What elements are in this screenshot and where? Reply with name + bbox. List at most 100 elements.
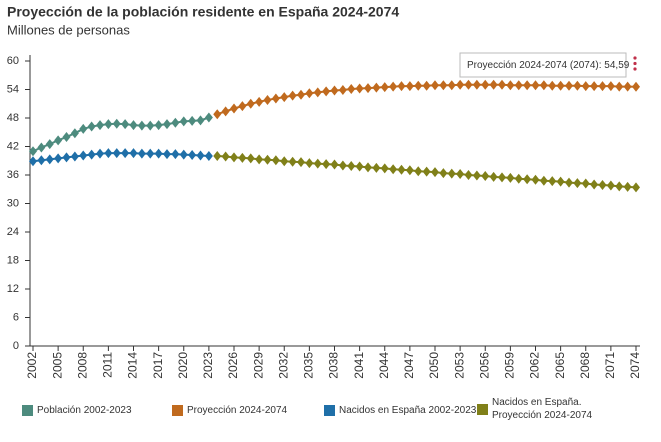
point-marker bbox=[96, 148, 104, 159]
point-marker bbox=[163, 119, 171, 130]
point-marker bbox=[439, 168, 448, 179]
point-marker bbox=[380, 82, 389, 93]
point-marker bbox=[414, 166, 423, 177]
point-marker bbox=[146, 120, 155, 131]
point-marker bbox=[213, 109, 222, 120]
legend-item[interactable]: Población 2002-2023 bbox=[22, 404, 132, 417]
point-marker bbox=[573, 80, 582, 91]
point-marker bbox=[489, 79, 498, 90]
series-line bbox=[32, 152, 209, 163]
point-marker bbox=[121, 148, 130, 159]
point-marker bbox=[531, 174, 540, 185]
point-marker bbox=[288, 90, 297, 101]
point-marker bbox=[330, 85, 339, 96]
point-marker bbox=[489, 171, 498, 182]
legend: Población 2002-2023 Proyección 2024-2074 N… bbox=[22, 396, 652, 438]
x-tick-label: 2035 bbox=[302, 352, 316, 379]
point-marker bbox=[498, 79, 506, 90]
point-marker bbox=[472, 170, 481, 181]
point-marker bbox=[548, 80, 557, 91]
menu-icon[interactable] bbox=[633, 56, 637, 71]
point-marker bbox=[70, 128, 79, 139]
point-marker bbox=[29, 146, 37, 157]
legend-item[interactable]: Proyección 2024-2074 bbox=[172, 404, 287, 417]
point-marker bbox=[45, 139, 54, 150]
legend-swatch bbox=[22, 405, 33, 416]
point-marker bbox=[238, 152, 247, 163]
point-marker bbox=[338, 160, 347, 171]
point-marker bbox=[506, 172, 515, 183]
legend-label: Población 2002-2023 bbox=[37, 405, 132, 416]
point-marker bbox=[37, 142, 46, 153]
point-marker bbox=[322, 159, 331, 170]
point-marker bbox=[439, 80, 448, 91]
point-marker bbox=[204, 151, 213, 161]
y-tick-label: 0 bbox=[13, 340, 19, 352]
y-tick-label: 36 bbox=[7, 169, 19, 181]
point-marker bbox=[615, 181, 624, 192]
point-marker bbox=[389, 81, 398, 92]
point-marker bbox=[62, 132, 71, 142]
point-marker bbox=[556, 80, 565, 91]
legend-item[interactable]: Nacidos en España 2002-2023 bbox=[324, 404, 476, 417]
point-marker bbox=[447, 168, 456, 179]
legend-item[interactable]: Nacidos en España. Proyección 2024-2074 bbox=[477, 396, 602, 422]
point-marker bbox=[79, 150, 88, 161]
point-marker bbox=[338, 84, 347, 95]
point-marker bbox=[112, 148, 121, 159]
point-marker bbox=[598, 179, 607, 190]
point-marker bbox=[632, 182, 640, 193]
point-marker bbox=[154, 120, 163, 131]
x-tick-label: 2017 bbox=[151, 352, 165, 379]
x-tick-label: 2008 bbox=[75, 352, 89, 379]
y-tick-label: 48 bbox=[7, 112, 19, 124]
point-marker bbox=[364, 162, 372, 173]
point-marker bbox=[129, 120, 138, 131]
point-marker bbox=[112, 118, 121, 129]
x-tick-label: 2038 bbox=[327, 352, 341, 379]
point-marker bbox=[137, 120, 146, 131]
point-marker bbox=[255, 96, 264, 107]
point-marker bbox=[581, 178, 590, 189]
point-marker bbox=[481, 170, 490, 181]
point-marker bbox=[54, 135, 63, 146]
point-marker bbox=[514, 80, 523, 91]
point-marker bbox=[29, 156, 37, 167]
point-marker bbox=[196, 115, 205, 126]
y-tick-label: 30 bbox=[7, 197, 19, 209]
point-marker bbox=[355, 161, 364, 172]
point-marker bbox=[422, 80, 431, 91]
point-marker bbox=[230, 152, 238, 163]
point-marker bbox=[431, 80, 439, 91]
point-marker bbox=[37, 155, 46, 166]
point-marker bbox=[590, 179, 599, 190]
x-tick-label: 2053 bbox=[452, 352, 466, 379]
legend-label: Nacidos en España 2002-2023 bbox=[339, 405, 477, 416]
point-marker bbox=[472, 79, 481, 90]
point-marker bbox=[347, 160, 356, 171]
point-marker bbox=[523, 174, 532, 185]
point-marker bbox=[456, 79, 465, 90]
point-marker bbox=[280, 92, 289, 103]
y-tick-label: 42 bbox=[7, 140, 19, 152]
x-tick-label: 2023 bbox=[201, 352, 215, 379]
point-marker bbox=[405, 81, 414, 92]
x-tick-label: 2005 bbox=[50, 352, 64, 379]
point-marker bbox=[464, 170, 473, 180]
point-marker bbox=[280, 156, 289, 167]
x-tick-label: 2026 bbox=[226, 352, 240, 379]
point-marker bbox=[456, 169, 465, 180]
x-tick-label: 2044 bbox=[377, 352, 391, 379]
point-marker bbox=[163, 149, 171, 160]
point-marker bbox=[615, 81, 624, 92]
y-tick-label: 24 bbox=[7, 226, 19, 238]
point-marker bbox=[598, 81, 607, 92]
x-tick-label: 2014 bbox=[126, 352, 140, 379]
point-marker bbox=[372, 82, 381, 93]
point-marker bbox=[238, 101, 247, 112]
point-marker bbox=[263, 94, 272, 105]
point-marker bbox=[372, 162, 381, 173]
point-marker bbox=[179, 116, 188, 127]
point-marker bbox=[581, 81, 590, 92]
x-tick-label: 2011 bbox=[101, 352, 115, 378]
